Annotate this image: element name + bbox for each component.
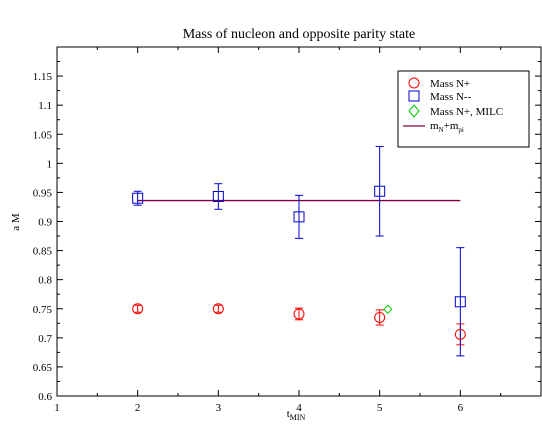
legend-label-mass-n-plus-milc: Mass N+, MILC <box>430 106 503 118</box>
y-tick-label: 0.85 <box>33 246 53 258</box>
mass-n-minus-point <box>293 211 305 223</box>
legend-label-mn-pi: pi <box>458 126 464 134</box>
legend-box <box>397 70 530 148</box>
legend-label-mn-plus-mpi: mN+mpi <box>430 120 464 134</box>
y-axis-label: a M <box>10 213 22 231</box>
x-tick-label: 5 <box>377 402 383 414</box>
x-axis-label-sub: MIN <box>290 413 306 422</box>
y-tick-label: 0.7 <box>38 333 52 345</box>
y-tick-label: 0.9 <box>38 217 52 229</box>
legend-label-mass-n-minus: Mass N-- <box>430 91 472 103</box>
y-tick-label: 0.8 <box>38 275 52 287</box>
legend-label-mn-m: m <box>430 120 439 132</box>
mass-n-plus-point <box>212 303 224 315</box>
y-tick-label: 0.95 <box>33 187 53 199</box>
chart-title: Mass of nucleon and opposite parity stat… <box>183 27 416 42</box>
legend-marker-mass-n-minus <box>408 90 420 102</box>
y-tick-label: 0.65 <box>33 362 53 374</box>
x-axis-label-main: t <box>287 408 290 420</box>
legend-label-mass-n-plus: Mass N+ <box>430 78 470 90</box>
y-tick-label: 0.6 <box>38 391 52 403</box>
mass-n-minus-point <box>132 192 144 204</box>
mass-n-plus-point <box>293 308 305 320</box>
legend-marker-mass-n-plus-milc <box>408 104 420 118</box>
mass-n-plus-point <box>374 311 386 323</box>
y-tick-label: 1.15 <box>33 71 53 83</box>
y-tick-label: 1.05 <box>33 129 53 141</box>
x-tick-label: 4 <box>296 402 302 414</box>
legend-label-mn-plus: +m <box>444 120 459 132</box>
mass-n-minus-point <box>454 296 466 308</box>
x-axis-label: tMIN <box>287 408 306 422</box>
x-tick-label: 3 <box>216 402 222 414</box>
x-tick-label: 6 <box>458 402 464 414</box>
y-tick-label: 1.1 <box>38 100 52 112</box>
legend-marker-mass-n-plus <box>408 77 420 89</box>
legend-label-mn-n: N <box>439 126 444 134</box>
x-tick-label: 1 <box>54 402 60 414</box>
mass-n-minus-point <box>374 185 386 197</box>
mass-n-plus-milc-point <box>383 304 393 315</box>
legend: Mass N+ Mass N-- Mass N+, MILC mN+mpi <box>397 70 530 148</box>
mass-n-plus-point <box>454 328 466 340</box>
x-tick-label: 2 <box>135 402 141 414</box>
y-tick-label: 0.75 <box>33 304 53 316</box>
mass-n-plus-point <box>132 303 144 315</box>
y-tick-label: 1 <box>47 158 53 170</box>
mass-n-minus-point <box>212 190 224 202</box>
